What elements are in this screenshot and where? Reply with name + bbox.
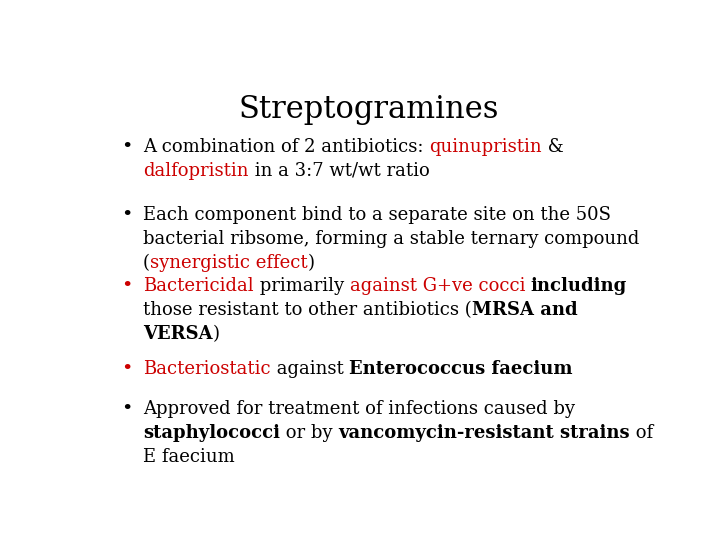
Text: •: • (121, 206, 132, 224)
Text: •: • (121, 277, 132, 295)
Text: (: ( (143, 254, 150, 272)
Text: dalfopristin: dalfopristin (143, 161, 248, 180)
Text: Streptogramines: Streptogramines (239, 94, 499, 125)
Text: primarily: primarily (253, 277, 349, 295)
Text: bacterial ribsome, forming a stable ternary compound: bacterial ribsome, forming a stable tern… (143, 230, 639, 248)
Text: •: • (121, 360, 132, 378)
Text: including: including (531, 277, 627, 295)
Text: quinupristin: quinupristin (429, 138, 542, 156)
Text: staphylococci: staphylococci (143, 424, 280, 442)
Text: against: against (271, 360, 349, 378)
Text: VERSA: VERSA (143, 325, 212, 343)
Text: Approved for treatment of infections caused by: Approved for treatment of infections cau… (143, 400, 575, 417)
Text: ): ) (307, 254, 315, 272)
Text: Enterococcus faecium: Enterococcus faecium (349, 360, 572, 378)
Text: or by: or by (280, 424, 338, 442)
Text: synergistic effect: synergistic effect (150, 254, 307, 272)
Text: Bactericidal: Bactericidal (143, 277, 253, 295)
Text: those resistant to other antibiotics (: those resistant to other antibiotics ( (143, 301, 472, 319)
Text: •: • (121, 138, 132, 156)
Text: •: • (121, 400, 132, 417)
Text: Bacteriostatic: Bacteriostatic (143, 360, 271, 378)
Text: E faecium: E faecium (143, 448, 235, 466)
Text: against G+ve cocci: against G+ve cocci (349, 277, 531, 295)
Text: in a 3:7 wt/wt ratio: in a 3:7 wt/wt ratio (248, 161, 429, 180)
Text: vancomycin-resistant strains: vancomycin-resistant strains (338, 424, 630, 442)
Text: MRSA and: MRSA and (472, 301, 577, 319)
Text: of: of (630, 424, 653, 442)
Text: Each component bind to a separate site on the 50S: Each component bind to a separate site o… (143, 206, 611, 224)
Text: &: & (542, 138, 564, 156)
Text: ): ) (212, 325, 220, 343)
Text: A combination of 2 antibiotics:: A combination of 2 antibiotics: (143, 138, 429, 156)
